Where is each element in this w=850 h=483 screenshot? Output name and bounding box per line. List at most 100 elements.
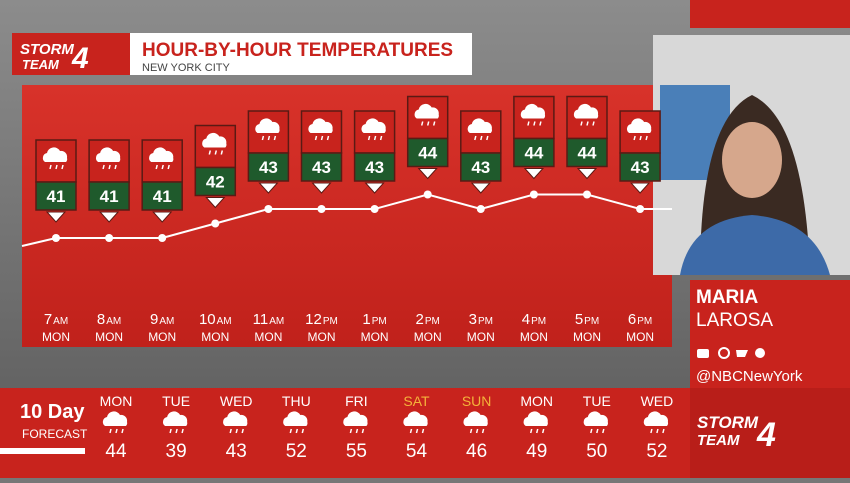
icon-drop [480, 135, 483, 141]
hour: 11 [253, 311, 269, 328]
forecast-temp: 54 [406, 441, 428, 462]
temp-box [194, 166, 237, 197]
icon-cloud [463, 411, 488, 426]
day-label: MON [361, 330, 389, 344]
temp-label: 42 [206, 173, 225, 192]
point [476, 205, 485, 213]
logo-text: STORM [20, 41, 74, 58]
temp-label: 41 [153, 187, 172, 206]
icon-drop [373, 135, 377, 141]
icon-drop [214, 150, 218, 155]
period: AM [106, 316, 121, 327]
x-tick-label: 8AM [97, 311, 121, 328]
icon-drop [109, 428, 112, 434]
forecast-day: WED [220, 393, 253, 409]
x-tick-label: 3PM [469, 311, 493, 328]
hour: 10 [199, 311, 216, 328]
icon-drop [314, 135, 318, 141]
x-tick-label: 12PM [305, 311, 338, 328]
point [583, 190, 591, 199]
period: PM [372, 316, 387, 327]
icon-cloud [308, 118, 333, 133]
icon-drop [301, 428, 305, 434]
day-label: MON [308, 330, 336, 344]
icon-drop [633, 135, 636, 141]
forecast-icon [102, 411, 128, 434]
x-tick-label: 6PM [628, 311, 652, 328]
forecast-temp: 52 [286, 441, 307, 462]
forecast-temp: 43 [226, 441, 247, 462]
period: PM [425, 316, 440, 327]
icon-drop [656, 428, 659, 434]
forecast-temp: 49 [526, 441, 547, 462]
icon-drop [115, 428, 118, 434]
icon-drop [469, 428, 473, 434]
forecast-temp: 50 [586, 441, 607, 462]
icon-cloud [520, 103, 546, 119]
day-label: MON [467, 330, 495, 344]
temp-box [353, 152, 396, 182]
x-tick-label: 9AM [150, 311, 174, 328]
icon-drop [541, 428, 545, 434]
icon-drop [586, 121, 589, 126]
hour: 2 [416, 311, 424, 328]
footer-logo-num: 4 [756, 416, 776, 454]
forecast-icon [223, 411, 248, 434]
forecast-day: MON [520, 393, 553, 409]
temp-box [247, 152, 290, 182]
temp-box [460, 152, 502, 182]
forecast-underline [0, 448, 85, 454]
hour-card: 41 [88, 139, 130, 223]
forecast-title: 10 Day [20, 401, 85, 423]
pointer [364, 182, 385, 194]
icon-drop [229, 428, 232, 434]
forecast-temp: 39 [166, 441, 187, 462]
forecast-day: FRI [345, 393, 368, 409]
temp-box [35, 181, 77, 211]
hour: 9 [150, 311, 158, 328]
hour-card: 43 [353, 110, 396, 194]
temp-box [513, 137, 555, 168]
icon-drop [320, 135, 324, 141]
hour-card: 42 [194, 124, 237, 209]
icon-cloud [255, 118, 280, 133]
icon-drop [49, 164, 52, 170]
first-name: MARIA [696, 287, 759, 308]
temp-box [406, 137, 449, 168]
pointer [311, 182, 332, 194]
icon-drop [596, 428, 599, 434]
pointer [523, 168, 545, 180]
social-icons [697, 347, 765, 359]
title: HOUR-BY-HOUR TEMPERATURES [142, 40, 453, 61]
footer-logo-sub: TEAM [697, 432, 740, 449]
hour-card: 43 [247, 110, 290, 194]
icon-drop [121, 428, 124, 434]
icon-drop [355, 428, 359, 434]
icon-box [619, 110, 661, 154]
icon-drop [486, 135, 489, 141]
icon-cloud [202, 132, 227, 148]
day-label: MON [573, 330, 601, 344]
icon-drop [361, 428, 365, 434]
icon-drop [367, 135, 371, 141]
icon-drop [481, 428, 485, 434]
hour-card: 43 [619, 110, 661, 194]
icon-drop [650, 428, 653, 434]
icon-drop [61, 164, 64, 170]
icon-drop [592, 121, 595, 126]
icon-drop [108, 164, 111, 170]
icon-drop [432, 121, 436, 126]
hour: 8 [97, 311, 105, 328]
pointer [417, 168, 438, 180]
forecast-icon [523, 411, 548, 434]
period: PM [584, 316, 599, 327]
icon-drop [639, 135, 642, 141]
hour: 1 [362, 311, 370, 328]
point [423, 190, 432, 199]
hour-card: 43 [300, 110, 343, 194]
icon-drop [235, 428, 238, 434]
icon-cloud [643, 411, 669, 426]
icon-cloud [95, 147, 121, 162]
chart-panel [22, 85, 672, 347]
icon-drop [533, 121, 536, 126]
